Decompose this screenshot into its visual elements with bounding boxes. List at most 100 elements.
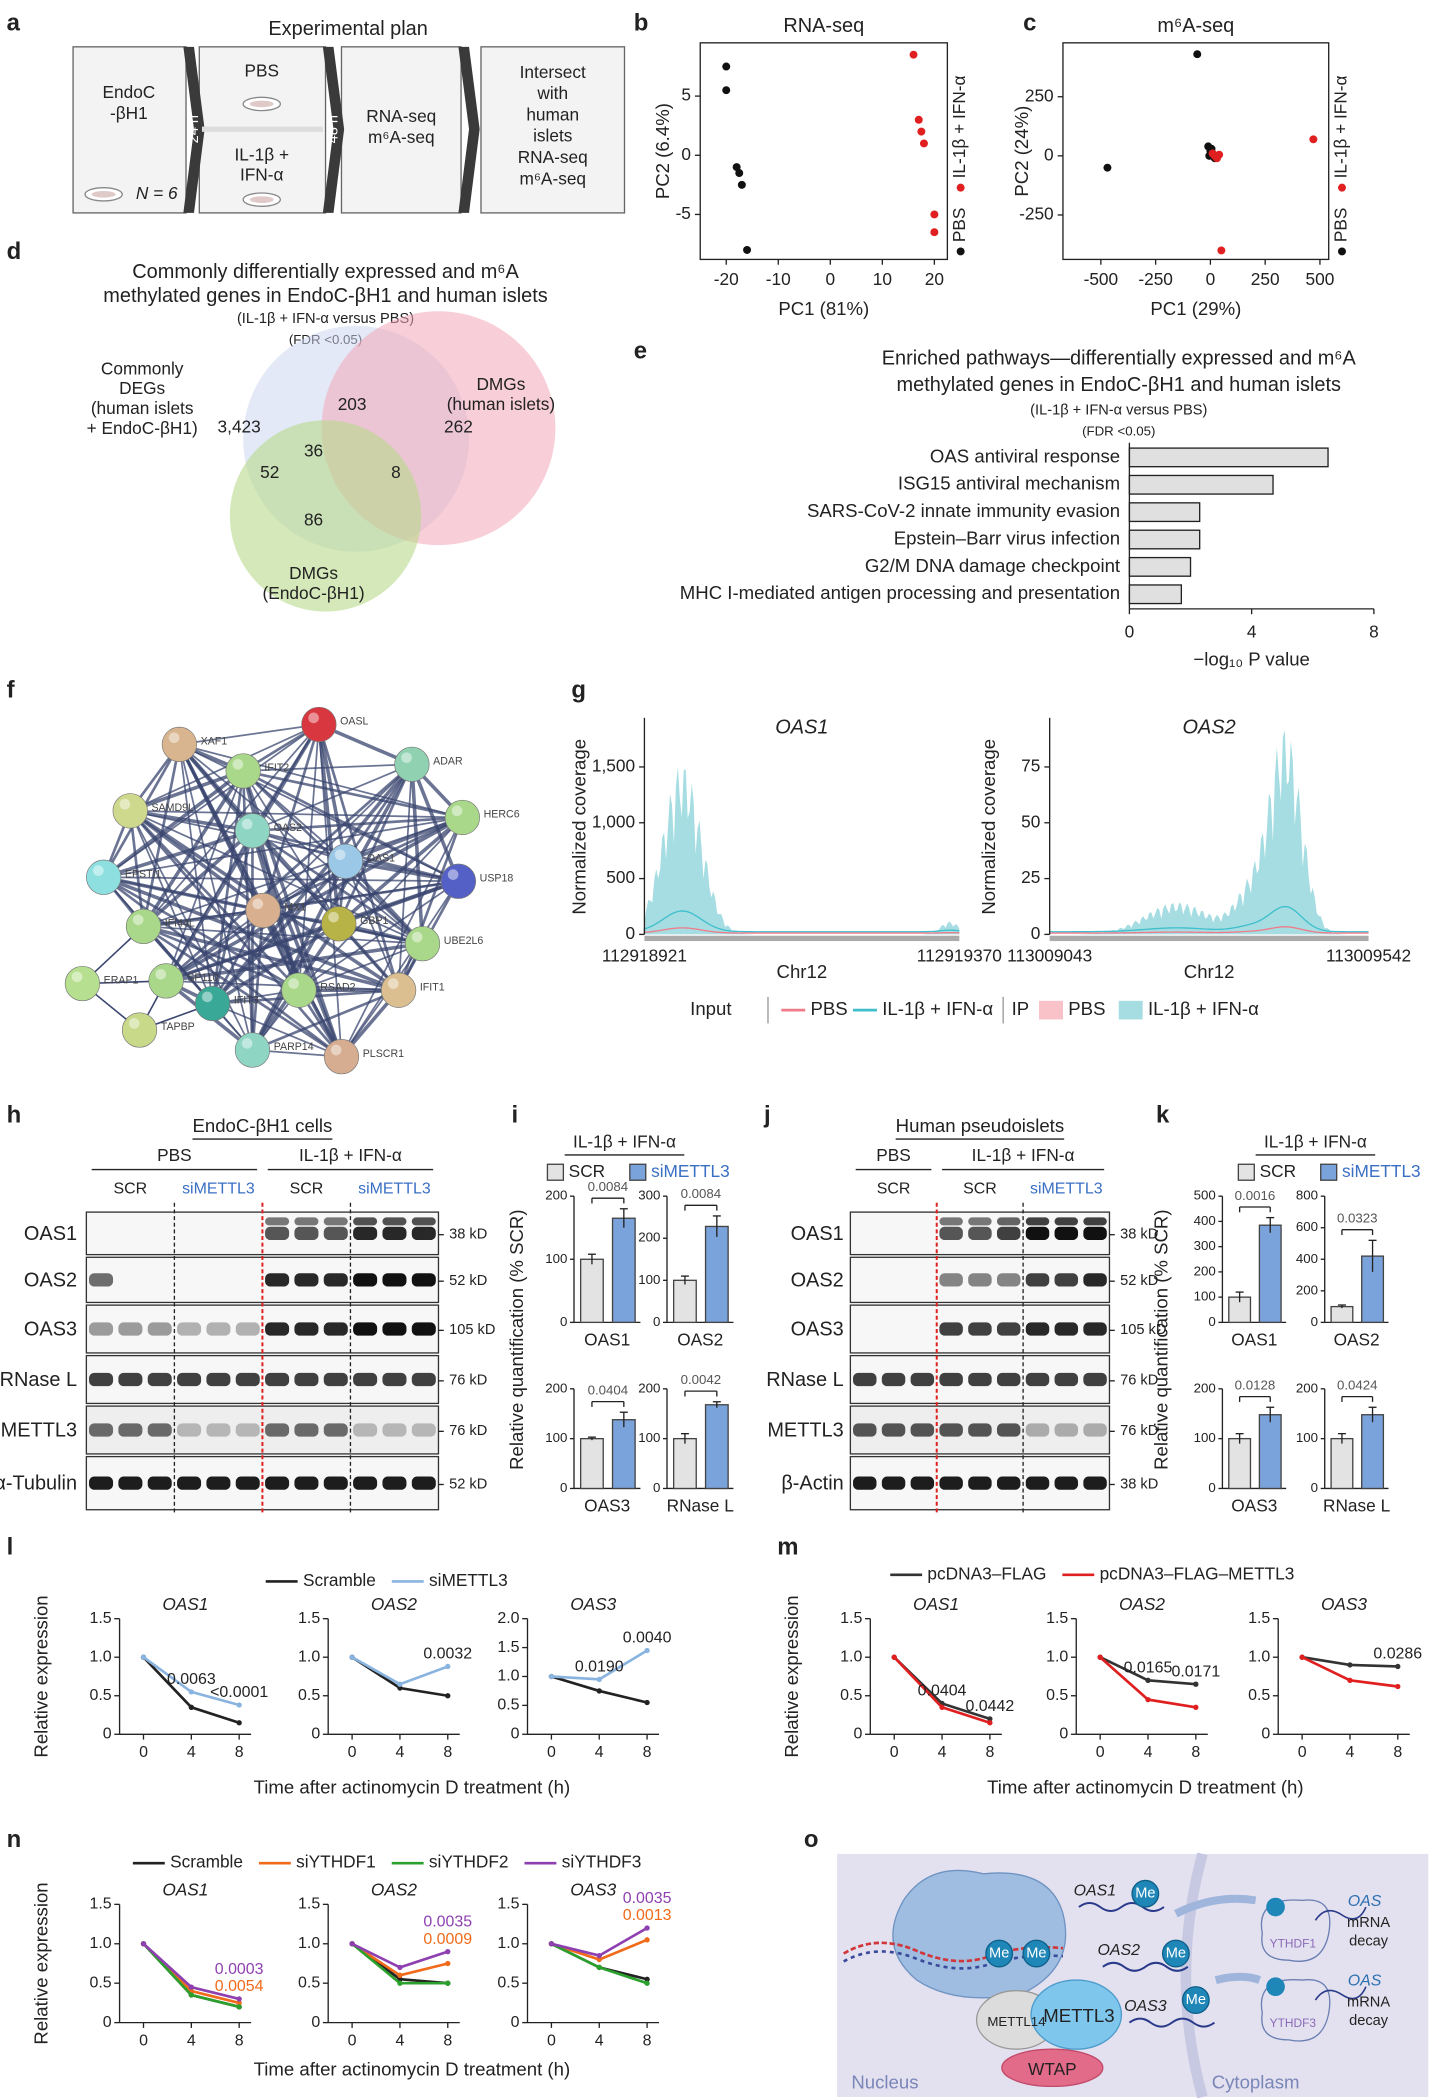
blot-band	[1054, 1217, 1079, 1226]
x-axis-label: RNase L	[667, 1496, 735, 1516]
legend-label: siYTHDF3	[562, 1852, 642, 1872]
network-edge	[143, 908, 264, 929]
blot-band	[1083, 1273, 1107, 1287]
protein-label: OAS1	[791, 1223, 844, 1245]
y-tick-label: 200	[1296, 1380, 1318, 1395]
y-tick-label: 200	[545, 1380, 567, 1395]
p-value: 0.0190	[575, 1659, 624, 1676]
y-axis-label: PC2 (24%)	[1011, 106, 1032, 197]
point	[1347, 1662, 1353, 1668]
x-axis-label: OAS1	[1231, 1330, 1277, 1350]
x-tick-label: 8	[1191, 1744, 1200, 1761]
y-tick-label: 0	[1044, 144, 1054, 164]
network-edge	[251, 988, 400, 1052]
panel-label: f	[7, 677, 15, 704]
m6a-label: Me	[1166, 1945, 1186, 1961]
p-value: 0.0063	[167, 1671, 216, 1688]
node-shine	[132, 914, 144, 926]
fate-label: mRNA	[1347, 1915, 1390, 1931]
y-tick-label: 1,000	[592, 811, 635, 831]
legend-marker	[1338, 247, 1346, 256]
x-tick-label: 0	[1125, 621, 1135, 641]
size-label: 38 kD	[1120, 1227, 1158, 1243]
size-label: 76 kD	[1120, 1423, 1158, 1439]
blot-title: EndoC-βH1 cells	[192, 1115, 332, 1136]
p-value: 0.0009	[423, 1931, 472, 1948]
y-tick-label: 1.5	[497, 1896, 519, 1913]
bar	[1128, 584, 1183, 605]
x-tick-label: 4	[1247, 621, 1257, 641]
blot-band	[353, 1372, 378, 1387]
network-edge	[129, 810, 254, 1051]
network-node	[440, 863, 477, 899]
panel-label: e	[634, 338, 647, 365]
reader-label: YTHDF3	[1270, 2016, 1317, 2030]
blot-band	[323, 1217, 348, 1226]
blot-band	[206, 1476, 231, 1490]
x-tick-label: 8	[235, 2032, 244, 2049]
panel-label: i	[512, 1102, 519, 1129]
plan-text: N = 6	[136, 183, 178, 203]
y-tick-label: 1.5	[89, 1896, 111, 1913]
quant-title: IL-1β + IFN-α	[1264, 1132, 1367, 1152]
x-tick-label: 0	[139, 2032, 148, 2049]
point	[140, 1941, 147, 1947]
protein-label: METTL3	[767, 1420, 843, 1442]
size-label: 76 kD	[1120, 1373, 1158, 1389]
venn-title: methylated genes in EndoC-βH1 and human …	[103, 285, 547, 307]
venn-set: (human islets	[91, 398, 194, 418]
y-tick-label: 1.0	[298, 1935, 320, 1952]
blot-band	[1083, 1226, 1107, 1241]
point	[939, 1704, 945, 1710]
coverage-area	[1049, 730, 1369, 935]
network-edge	[165, 770, 244, 982]
network-edge	[252, 763, 413, 832]
transcript-label: OAS2	[1098, 1942, 1141, 1959]
blot-band	[89, 1273, 114, 1287]
legend-label: siMETTL3	[1342, 1161, 1421, 1181]
transcript-label: OAS1	[1074, 1882, 1117, 1899]
y-tick-label: 1.5	[497, 1639, 519, 1656]
y-tick-label: 100	[638, 1272, 660, 1287]
point	[445, 1693, 451, 1699]
blot-band	[939, 1273, 963, 1287]
legend-title: IP	[1012, 998, 1030, 1019]
blot-band	[939, 1322, 963, 1336]
panel-label: j	[763, 1102, 771, 1129]
y-tick-label: 0	[681, 144, 691, 164]
point	[914, 115, 923, 124]
blot-band	[996, 1273, 1021, 1287]
y-tick-label: 200	[638, 1230, 660, 1245]
y-tick-label: 0.5	[497, 1974, 519, 1991]
x-tick-label: 8	[985, 1744, 994, 1761]
point	[917, 127, 926, 136]
network-edge	[252, 816, 463, 833]
blot-band	[206, 1322, 231, 1336]
chart-title: m⁶A-seq	[1157, 15, 1234, 37]
node-label: PARP14	[274, 1041, 314, 1053]
protein-label: β-Actin	[781, 1473, 843, 1495]
size-label: 76 kD	[449, 1423, 487, 1439]
blot-band	[1054, 1476, 1079, 1490]
node-label: SAMD9L	[151, 802, 194, 814]
bar	[704, 1404, 729, 1490]
x-tick-label: 4	[396, 1744, 405, 1761]
venn-set: + EndoC-βH1)	[87, 418, 198, 438]
network-node	[64, 965, 100, 1002]
blot-band	[1025, 1217, 1050, 1226]
network-edge	[142, 925, 254, 1051]
blot-group: IL-1β + IFN-α	[299, 1145, 402, 1165]
x-tick-label: 113009542	[1326, 946, 1411, 966]
point	[445, 1949, 451, 1955]
point	[1347, 1677, 1353, 1683]
x-tick-label: 4	[595, 1744, 604, 1761]
dish-cells	[249, 196, 274, 203]
chart-title: RNA-seq	[783, 15, 864, 37]
y-axis-label: Relative quantification (% SCR)	[1151, 1209, 1172, 1469]
protein-label: METTL3	[1, 1420, 77, 1442]
network-node	[321, 906, 357, 942]
chart-title: OAS1	[913, 1594, 959, 1614]
p-value: 0.0165	[1124, 1660, 1173, 1677]
node-label: PLSCR1	[363, 1048, 404, 1060]
point	[909, 50, 918, 59]
